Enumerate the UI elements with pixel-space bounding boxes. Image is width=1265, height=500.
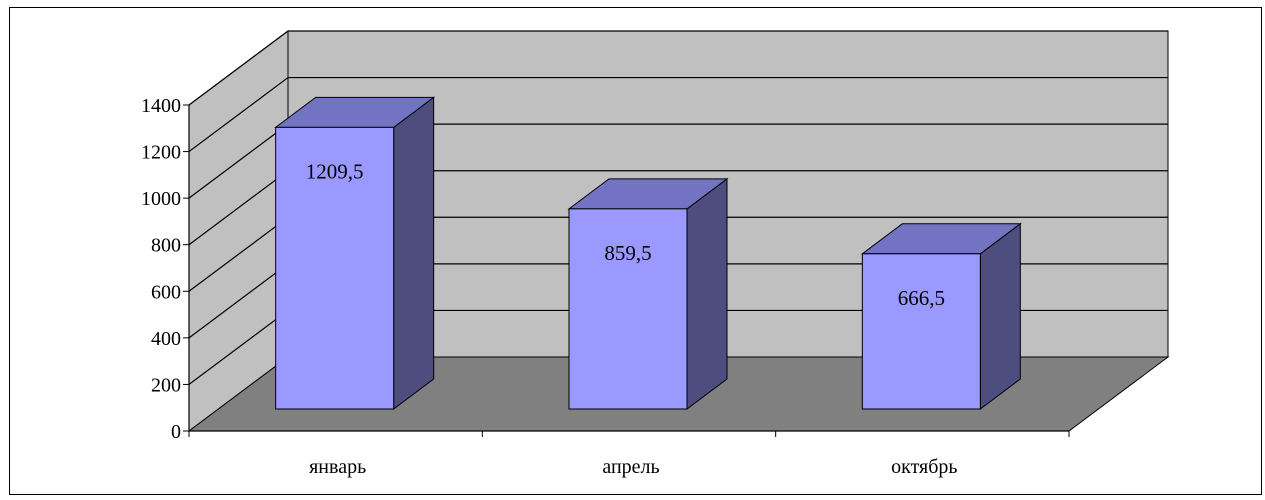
y-tick-label: 1400 (141, 95, 181, 117)
bar-front (275, 126, 395, 410)
bar-октябрь (860, 222, 1022, 410)
bar-side (686, 177, 728, 410)
bar-front (861, 253, 981, 410)
bars (274, 96, 1022, 410)
y-tick-label: 1200 (141, 142, 181, 164)
bar-side (393, 96, 435, 410)
y-tick-label: 200 (151, 374, 181, 396)
bar-front (568, 208, 688, 410)
bar-январь (274, 96, 436, 410)
data-label: 1209,5 (306, 159, 364, 183)
axes (183, 104, 1070, 437)
x-tick-label: апрель (602, 456, 659, 478)
y-tick-label: 600 (151, 281, 181, 303)
x-axis-tick-labels: январь апрель октябрь (309, 456, 957, 478)
data-labels: 1209,5 859,5 666,5 (306, 159, 945, 309)
y-tick-label: 1000 (141, 188, 181, 210)
y-tick-label: 400 (151, 328, 181, 350)
data-label: 666,5 (898, 286, 945, 310)
data-label: 859,5 (604, 241, 651, 265)
gridline-1400 (188, 30, 1168, 106)
x-tick-label: октябрь (891, 456, 957, 478)
y-tick-label: 800 (151, 235, 181, 257)
bar-side (979, 222, 1021, 410)
gridline-1200 (188, 76, 1168, 153)
bar-апрель (567, 177, 729, 410)
y-axis-tick-labels: 0 200 400 600 800 1000 1200 1400 (141, 95, 181, 443)
y-tick-label: 0 (171, 421, 181, 443)
x-tick-label: январь (309, 456, 366, 478)
